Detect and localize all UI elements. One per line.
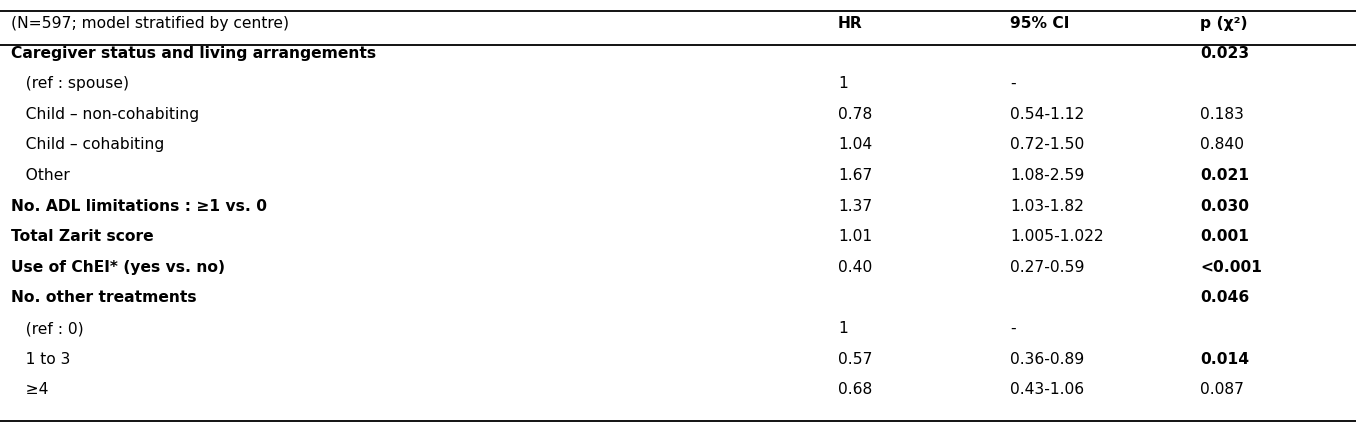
Text: 0.840: 0.840	[1200, 137, 1243, 153]
Text: (ref : 0): (ref : 0)	[11, 321, 84, 336]
Text: 0.183: 0.183	[1200, 107, 1243, 122]
Text: 0.023: 0.023	[1200, 45, 1249, 61]
Text: Caregiver status and living arrangements: Caregiver status and living arrangements	[11, 45, 376, 61]
Text: 0.27-0.59: 0.27-0.59	[1010, 260, 1085, 275]
Text: 1.67: 1.67	[838, 168, 872, 183]
Text: 1.08-2.59: 1.08-2.59	[1010, 168, 1085, 183]
Text: -: -	[1010, 76, 1016, 91]
Text: 1: 1	[838, 321, 848, 336]
Text: 1.04: 1.04	[838, 137, 872, 153]
Text: -: -	[1010, 321, 1016, 336]
Text: <0.001: <0.001	[1200, 260, 1262, 275]
Text: No. ADL limitations : ≥1 vs. 0: No. ADL limitations : ≥1 vs. 0	[11, 198, 267, 214]
Text: (N=597; model stratified by centre): (N=597; model stratified by centre)	[11, 16, 289, 31]
Text: 1.37: 1.37	[838, 198, 872, 214]
Text: 1.01: 1.01	[838, 229, 872, 244]
Text: 0.021: 0.021	[1200, 168, 1249, 183]
Text: (ref : spouse): (ref : spouse)	[11, 76, 129, 91]
Text: 0.36-0.89: 0.36-0.89	[1010, 351, 1085, 367]
Text: 0.030: 0.030	[1200, 198, 1249, 214]
Text: 0.57: 0.57	[838, 351, 872, 367]
Text: Child – cohabiting: Child – cohabiting	[11, 137, 164, 153]
Text: 1: 1	[838, 76, 848, 91]
Text: Child – non-cohabiting: Child – non-cohabiting	[11, 107, 199, 122]
Text: ≥4: ≥4	[11, 382, 49, 397]
Text: 0.78: 0.78	[838, 107, 872, 122]
Text: 0.014: 0.014	[1200, 351, 1249, 367]
Text: 0.40: 0.40	[838, 260, 872, 275]
Text: 0.72-1.50: 0.72-1.50	[1010, 137, 1085, 153]
Text: 0.001: 0.001	[1200, 229, 1249, 244]
Text: Use of ChEI* (yes vs. no): Use of ChEI* (yes vs. no)	[11, 260, 225, 275]
Text: Total Zarit score: Total Zarit score	[11, 229, 153, 244]
Text: HR: HR	[838, 16, 862, 31]
Text: 0.087: 0.087	[1200, 382, 1243, 397]
Text: p (χ²): p (χ²)	[1200, 16, 1248, 31]
Text: 1 to 3: 1 to 3	[11, 351, 71, 367]
Text: 0.046: 0.046	[1200, 290, 1249, 306]
Text: 95% CI: 95% CI	[1010, 16, 1070, 31]
Text: 0.68: 0.68	[838, 382, 872, 397]
Text: 1.005-1.022: 1.005-1.022	[1010, 229, 1104, 244]
Text: 0.54-1.12: 0.54-1.12	[1010, 107, 1085, 122]
Text: 0.43-1.06: 0.43-1.06	[1010, 382, 1085, 397]
Text: No. other treatments: No. other treatments	[11, 290, 197, 306]
Text: Other: Other	[11, 168, 69, 183]
Text: 1.03-1.82: 1.03-1.82	[1010, 198, 1083, 214]
